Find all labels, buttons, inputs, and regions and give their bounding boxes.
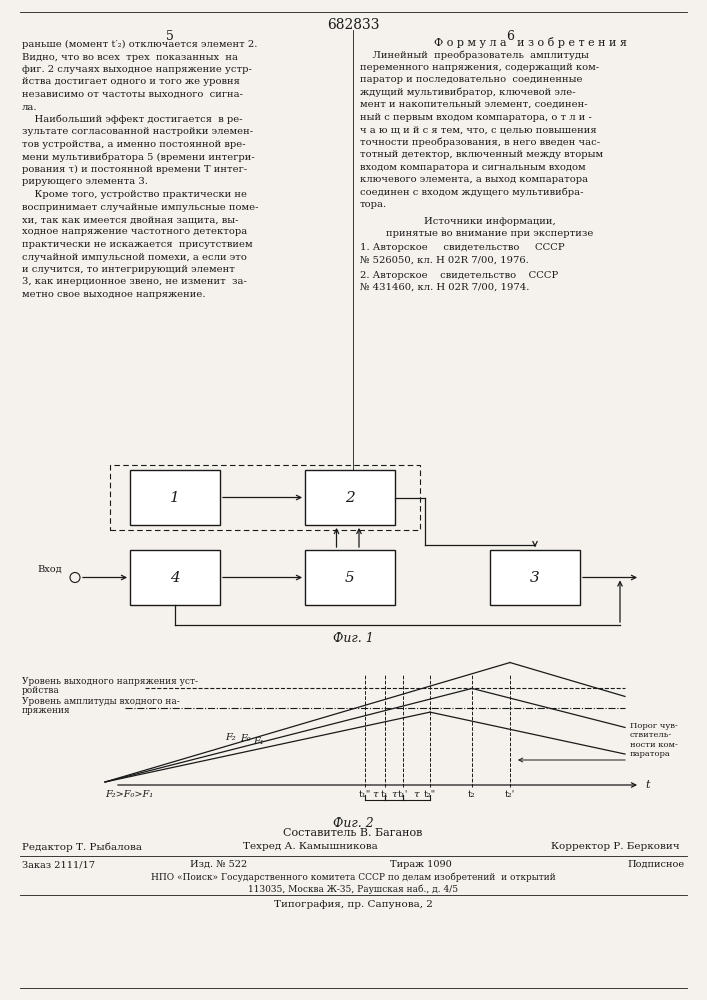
Text: 1. Авторское     свидетельство     СССР: 1. Авторское свидетельство СССР <box>360 243 565 252</box>
Bar <box>130 470 220 525</box>
Text: t₁: t₁ <box>381 790 389 799</box>
Text: Изд. № 522: Изд. № 522 <box>190 860 247 869</box>
Text: точности преобразования, в него введен час-: точности преобразования, в него введен ч… <box>360 137 600 147</box>
Text: практически не искажается  присутствием: практически не искажается присутствием <box>22 240 252 249</box>
Text: Наибольший эффект достигается  в ре-: Наибольший эффект достигается в ре- <box>22 115 243 124</box>
Text: рования τ) и постоянной времени T интег-: рования τ) и постоянной времени T интег- <box>22 165 247 174</box>
Text: случайной импульсной помехи, а если это: случайной импульсной помехи, а если это <box>22 252 247 261</box>
Text: 4: 4 <box>170 570 180 584</box>
Bar <box>490 550 580 605</box>
Bar <box>110 465 420 530</box>
Text: t₁': t₁' <box>398 790 408 799</box>
Text: 1: 1 <box>170 490 180 504</box>
Text: мент и накопительный элемент, соединен-: мент и накопительный элемент, соединен- <box>360 100 588 109</box>
Text: ройства: ройства <box>22 686 60 695</box>
Text: Составитель В. Баганов: Составитель В. Баганов <box>284 828 423 838</box>
Text: ла.: ла. <box>22 103 37 111</box>
Text: Корректор Р. Беркович: Корректор Р. Беркович <box>551 842 680 851</box>
Text: независимо от частоты выходного  сигна-: независимо от частоты выходного сигна- <box>22 90 243 99</box>
Text: t₁": t₁" <box>359 790 371 799</box>
Text: зультате согласованной настройки элемен-: зультате согласованной настройки элемен- <box>22 127 253 136</box>
Text: τ: τ <box>372 790 378 799</box>
Text: 2. Авторское    свидетельство    СССР: 2. Авторское свидетельство СССР <box>360 270 559 279</box>
Text: раньше (момент t′₂) отключается элемент 2.: раньше (момент t′₂) отключается элемент … <box>22 40 257 49</box>
Text: F₁: F₁ <box>252 737 263 746</box>
Text: Видно, что во всех  трех  показанных  на: Видно, что во всех трех показанных на <box>22 52 238 62</box>
Text: F₂: F₂ <box>225 733 235 742</box>
Text: t₂': t₂' <box>505 790 515 799</box>
Text: пряжения: пряжения <box>22 706 71 715</box>
Text: соединен с входом ждущего мультивибра-: соединен с входом ждущего мультивибра- <box>360 188 583 197</box>
Text: 2: 2 <box>345 490 355 504</box>
Text: Тираж 1090: Тираж 1090 <box>390 860 452 869</box>
Text: тов устройства, а именно постоянной вре-: тов устройства, а именно постоянной вре- <box>22 140 245 149</box>
Text: входом компаратора и сигнальным входом: входом компаратора и сигнальным входом <box>360 162 585 172</box>
Text: F₂>F₀>F₁: F₂>F₀>F₁ <box>105 790 153 799</box>
Bar <box>305 550 395 605</box>
Text: 113035, Москва Ж-35, Раушская наб., д. 4/5: 113035, Москва Ж-35, Раушская наб., д. 4… <box>248 885 458 894</box>
Text: переменного напряжения, содержащий ком-: переменного напряжения, содержащий ком- <box>360 62 599 72</box>
Text: Уровень амплитуды входного на-: Уровень амплитуды входного на- <box>22 697 180 706</box>
Text: рирующего элемента 3.: рирующего элемента 3. <box>22 178 148 186</box>
Text: йства достигает одного и того же уровня: йства достигает одного и того же уровня <box>22 78 240 87</box>
Text: τ: τ <box>414 790 419 799</box>
Text: Подписное: Подписное <box>628 860 685 869</box>
Text: 5: 5 <box>345 570 355 584</box>
Text: ч а ю щ и й с я тем, что, с целью повышения: ч а ю щ и й с я тем, что, с целью повыше… <box>360 125 597 134</box>
Text: Фиг. 1: Фиг. 1 <box>332 632 373 645</box>
Text: 682833: 682833 <box>327 18 379 32</box>
Text: ждущий мультивибратор, ключевой эле-: ждущий мультивибратор, ключевой эле- <box>360 88 575 97</box>
Text: тора.: тора. <box>360 200 387 209</box>
Text: ключевого элемента, а выход компаратора: ключевого элемента, а выход компаратора <box>360 175 588 184</box>
Text: t₂": t₂" <box>424 790 436 799</box>
Text: Типография, пр. Сапунова, 2: Типография, пр. Сапунова, 2 <box>274 900 433 909</box>
Text: фиг. 2 случаях выходное напряжение устр-: фиг. 2 случаях выходное напряжение устр- <box>22 65 252 74</box>
Text: метно свое выходное напряжение.: метно свое выходное напряжение. <box>22 290 206 299</box>
Text: ходное напряжение частотного детектора: ходное напряжение частотного детектора <box>22 228 247 236</box>
Text: Редактор Т. Рыбалова: Редактор Т. Рыбалова <box>22 842 142 852</box>
Text: t₂: t₂ <box>468 790 476 799</box>
Text: F₀: F₀ <box>240 734 250 743</box>
Text: НПО «Поиск» Государственного комитета СССР по делам изобретений  и открытий: НПО «Поиск» Государственного комитета СС… <box>151 873 556 882</box>
Text: Линейный  преобразователь  амплитуды: Линейный преобразователь амплитуды <box>360 50 589 60</box>
Text: Кроме того, устройство практически не: Кроме того, устройство практически не <box>22 190 247 199</box>
Text: ный с первым входом компаратора, о т л и -: ный с первым входом компаратора, о т л и… <box>360 112 592 121</box>
Text: паратор и последовательно  соединенные: паратор и последовательно соединенные <box>360 75 583 84</box>
Text: Заказ 2111/17: Заказ 2111/17 <box>22 860 95 869</box>
Text: 5: 5 <box>166 30 174 43</box>
Text: принятые во внимание при экспертизе: принятые во внимание при экспертизе <box>386 229 594 238</box>
Text: 3: 3 <box>530 570 540 584</box>
Text: Фиг. 2: Фиг. 2 <box>332 817 373 830</box>
Bar <box>305 470 395 525</box>
Text: № 431460, кл. Н 02R 7/00, 1974.: № 431460, кл. Н 02R 7/00, 1974. <box>360 283 530 292</box>
Text: 6: 6 <box>506 30 514 43</box>
Text: № 526050, кл. Н 02R 7/00, 1976.: № 526050, кл. Н 02R 7/00, 1976. <box>360 256 529 265</box>
Text: тотный детектор, включенный между вторым: тотный детектор, включенный между вторым <box>360 150 603 159</box>
Text: τ: τ <box>391 790 397 799</box>
Text: Источники информации,: Источники информации, <box>424 217 556 226</box>
Text: хи, так как имеется двойная защита, вы-: хи, так как имеется двойная защита, вы- <box>22 215 238 224</box>
Text: Техред А. Камышникова: Техред А. Камышникова <box>243 842 378 851</box>
Text: воспринимает случайные импульсные поме-: воспринимает случайные импульсные поме- <box>22 202 259 212</box>
Text: t: t <box>645 780 650 790</box>
Text: 3, как инерционное звено, не изменит  за-: 3, как инерционное звено, не изменит за- <box>22 277 247 286</box>
Text: Уровень выходного напряжения уст-: Уровень выходного напряжения уст- <box>22 677 198 686</box>
Text: Ф о р м у л а   и з о б р е т е н и я: Ф о р м у л а и з о б р е т е н и я <box>433 37 626 48</box>
Text: Вход: Вход <box>37 564 62 574</box>
Text: и случится, то интегрирующий элемент: и случится, то интегрирующий элемент <box>22 265 235 274</box>
Text: Порог чув-
ствитель-
ности ком-
паратора: Порог чув- ствитель- ности ком- паратора <box>630 722 678 758</box>
Bar <box>130 550 220 605</box>
Text: мени мультивибратора 5 (времени интегри-: мени мультивибратора 5 (времени интегри- <box>22 152 255 162</box>
